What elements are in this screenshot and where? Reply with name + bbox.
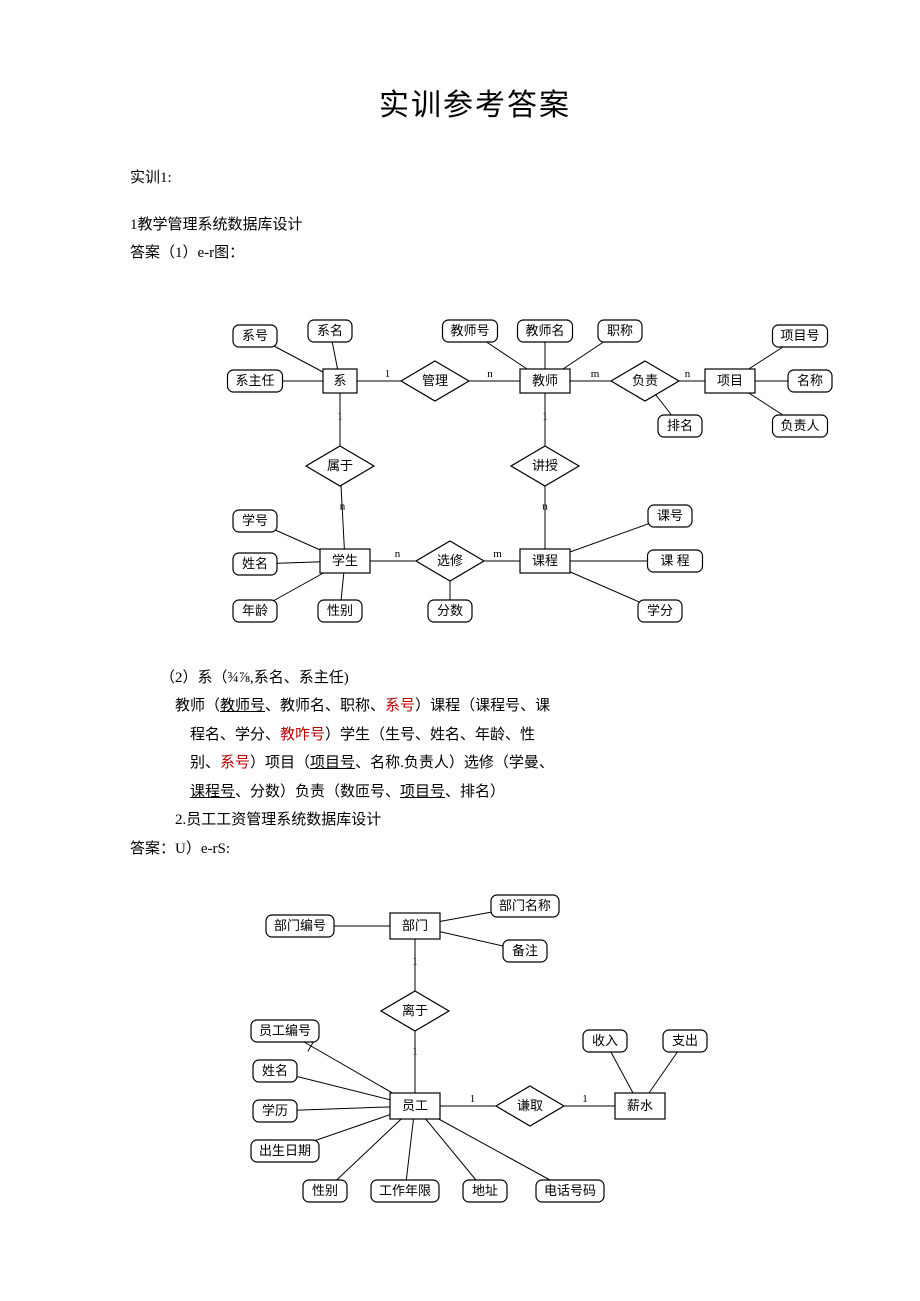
svg-text:属于: 属于 bbox=[327, 457, 353, 472]
a1-label: 答案（1）e-r图： bbox=[130, 239, 820, 268]
svg-text:支出: 支出 bbox=[672, 1033, 698, 1048]
svg-text:员工编号: 员工编号 bbox=[259, 1023, 311, 1038]
relation-line-1: （2）系（¾⅞,系名、系主任) bbox=[130, 664, 820, 693]
relation-line-3: 程名、学分、教咋号）学生（生号、姓名、年龄、性 bbox=[130, 721, 820, 750]
svg-text:管理: 管理 bbox=[422, 372, 448, 387]
q1-title: 1教学管理系统数据库设计 bbox=[130, 211, 820, 240]
svg-text:工作年限: 工作年限 bbox=[379, 1183, 431, 1198]
a2-label: 答案：U）e-rS: bbox=[130, 835, 820, 864]
svg-text:1: 1 bbox=[582, 1093, 588, 1105]
svg-text:n: n bbox=[340, 500, 346, 512]
svg-text:出生日期: 出生日期 bbox=[259, 1143, 311, 1158]
svg-text:1: 1 bbox=[385, 368, 391, 380]
svg-text:学生: 学生 bbox=[332, 552, 358, 567]
svg-text:m: m bbox=[591, 368, 600, 380]
svg-text:选修: 选修 bbox=[437, 552, 463, 567]
er-diagram-2: 1 1 1 1 部门编号 部门名称备注员工编号姓名学历出生日期性别 工作年限 地址 电话号码 收入… bbox=[130, 881, 820, 1221]
svg-text:年龄: 年龄 bbox=[242, 602, 268, 617]
svg-text:分数: 分数 bbox=[437, 602, 463, 617]
svg-text:项目号: 项目号 bbox=[780, 327, 819, 342]
svg-text:n: n bbox=[395, 548, 401, 560]
svg-text:m: m bbox=[493, 548, 502, 560]
svg-text:电话号码: 电话号码 bbox=[544, 1183, 596, 1198]
relation-line-4: 别、系号）项目（项目号、名称.负责人）选修（学曼、 bbox=[130, 749, 820, 778]
svg-text:姓名: 姓名 bbox=[242, 555, 268, 570]
svg-text:性别: 性别 bbox=[327, 602, 353, 617]
svg-text:离于: 离于 bbox=[402, 1003, 428, 1018]
svg-text:名称: 名称 bbox=[797, 372, 823, 387]
svg-text:课程: 课程 bbox=[532, 552, 558, 567]
svg-text:n: n bbox=[487, 368, 493, 380]
svg-text:职称: 职称 bbox=[607, 322, 633, 337]
svg-text:负责人: 负责人 bbox=[780, 417, 819, 432]
q2-title: 2.员工工资管理系统数据库设计 bbox=[130, 806, 820, 835]
svg-text:排名: 排名 bbox=[667, 417, 693, 432]
svg-text:性别: 性别 bbox=[312, 1183, 338, 1198]
svg-text:系号: 系号 bbox=[242, 327, 268, 342]
svg-text:1: 1 bbox=[470, 1093, 476, 1105]
svg-text:系主任: 系主任 bbox=[235, 372, 274, 387]
svg-text:学分: 学分 bbox=[647, 602, 673, 617]
svg-text:姓名: 姓名 bbox=[262, 1063, 288, 1078]
svg-text:n: n bbox=[685, 368, 691, 380]
er-diagram-1: 1 n m n 1 n 1 n n m 系号 系名系主任 教师号 教师名 职称 项目号名称负责人 排名学号姓名年… bbox=[130, 286, 820, 646]
svg-text:1: 1 bbox=[412, 956, 418, 968]
svg-text:教师名: 教师名 bbox=[525, 322, 564, 337]
svg-text:课 程: 课 程 bbox=[660, 552, 689, 567]
svg-text:讲授: 讲授 bbox=[532, 457, 558, 472]
svg-text:n: n bbox=[542, 500, 548, 512]
page-title: 实训参考答案 bbox=[130, 80, 820, 124]
svg-text:学历: 学历 bbox=[262, 1103, 288, 1118]
svg-text:备注: 备注 bbox=[512, 943, 538, 958]
svg-text:负责: 负责 bbox=[632, 372, 658, 387]
svg-text:教师: 教师 bbox=[532, 372, 558, 387]
svg-text:部门编号: 部门编号 bbox=[274, 918, 326, 933]
relation-line-5: 课程号、分数）负责（数匝号、项目号、排名） bbox=[130, 778, 820, 807]
svg-text:学号: 学号 bbox=[242, 512, 268, 527]
svg-text:员工: 员工 bbox=[402, 1098, 428, 1113]
relation-line-2: 教师（教师号、教师名、职称、系号）课程（课程号、课 bbox=[130, 692, 820, 721]
svg-text:薪水: 薪水 bbox=[627, 1098, 653, 1113]
svg-text:项目: 项目 bbox=[717, 372, 743, 387]
svg-text:系名: 系名 bbox=[317, 322, 343, 337]
svg-text:课号: 课号 bbox=[657, 507, 683, 522]
section-heading: 实训1: bbox=[130, 164, 820, 193]
svg-text:收入: 收入 bbox=[592, 1033, 618, 1048]
svg-text:1: 1 bbox=[542, 410, 548, 422]
svg-text:谦取: 谦取 bbox=[517, 1098, 543, 1113]
svg-text:地址: 地址 bbox=[472, 1183, 498, 1198]
svg-text:部门: 部门 bbox=[402, 918, 428, 933]
svg-text:1: 1 bbox=[412, 1046, 418, 1058]
svg-text:系: 系 bbox=[333, 372, 346, 387]
svg-text:教师号: 教师号 bbox=[450, 322, 489, 337]
svg-text:1: 1 bbox=[337, 410, 343, 422]
svg-text:部门名称: 部门名称 bbox=[499, 898, 551, 913]
